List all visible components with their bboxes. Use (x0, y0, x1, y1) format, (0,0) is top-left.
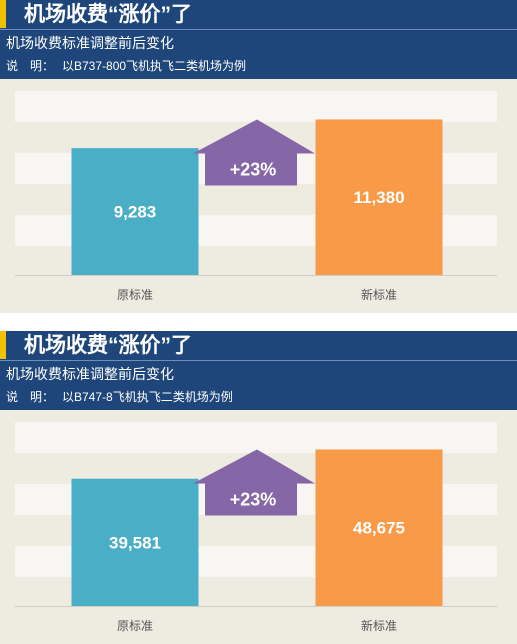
note-label: 说 明： (6, 59, 55, 73)
x-tick-label: 原标准 (117, 619, 153, 633)
panel-title: 机场收费“涨价”了 (24, 3, 192, 26)
panel-note: 说 明： 以B737-800飞机执飞二类机场为例 (6, 58, 246, 74)
note-text: 以B737-800飞机执飞二类机场为例 (62, 59, 247, 73)
panel-subtitle: 机场收费标准调整前后变化 (6, 35, 174, 51)
bar-old-standard (71, 478, 199, 606)
grid-band (15, 91, 497, 122)
panel-subtitle: 机场收费标准调整前后变化 (6, 366, 174, 382)
bar-chart: 9,283 原标准 11,380 新标准 +23% (15, 91, 497, 302)
panel-header: 机场收费“涨价”了 机场收费标准调整前后变化 说 明： 以B747-8飞机执飞二类… (0, 331, 517, 410)
note-label: 说 明： (6, 390, 55, 404)
bar-new-standard (315, 119, 443, 275)
note-text: 以B747-8飞机执飞二类机场为例 (62, 390, 233, 404)
bar-value-label: 39,581 (109, 533, 161, 552)
bar-value-label: 11,380 (353, 188, 404, 207)
bar-value-label: 9,283 (114, 203, 157, 222)
increase-arrow (193, 449, 315, 516)
panel-header: 机场收费“涨价”了 机场收费标准调整前后变化 说 明： 以B737-800飞机执飞… (0, 0, 517, 79)
plot-area: 9,283 原标准 11,380 新标准 +23% (0, 79, 517, 313)
chart-panel-1: 机场收费“涨价”了 机场收费标准调整前后变化 说 明： 以B737-800飞机执飞… (0, 0, 517, 313)
bar-chart: 39,581 原标准 48,675 新标准 +23% (15, 422, 497, 633)
change-percent-label: +23% (230, 489, 277, 509)
change-percent-label: +23% (230, 159, 277, 179)
grid-band (15, 422, 497, 453)
title-accent-bar (0, 0, 6, 28)
panel-title: 机场收费“涨价”了 (24, 334, 192, 357)
title-accent-bar (0, 331, 6, 359)
increase-arrow (193, 119, 315, 186)
bar-old-standard (71, 148, 199, 275)
title-divider (0, 29, 517, 30)
x-tick-label: 新标准 (361, 287, 397, 302)
title-divider (0, 360, 517, 361)
chart-panel-2: 机场收费“涨价”了 机场收费标准调整前后变化 说 明： 以B747-8飞机执飞二类… (0, 331, 517, 644)
panel-note: 说 明： 以B747-8飞机执飞二类机场为例 (6, 389, 233, 405)
bar-value-label: 48,675 (353, 519, 405, 538)
plot-area: 39,581 原标准 48,675 新标准 +23% (0, 410, 517, 644)
x-tick-label: 原标准 (117, 288, 153, 302)
bar-new-standard (315, 449, 443, 606)
x-tick-label: 新标准 (361, 618, 397, 633)
